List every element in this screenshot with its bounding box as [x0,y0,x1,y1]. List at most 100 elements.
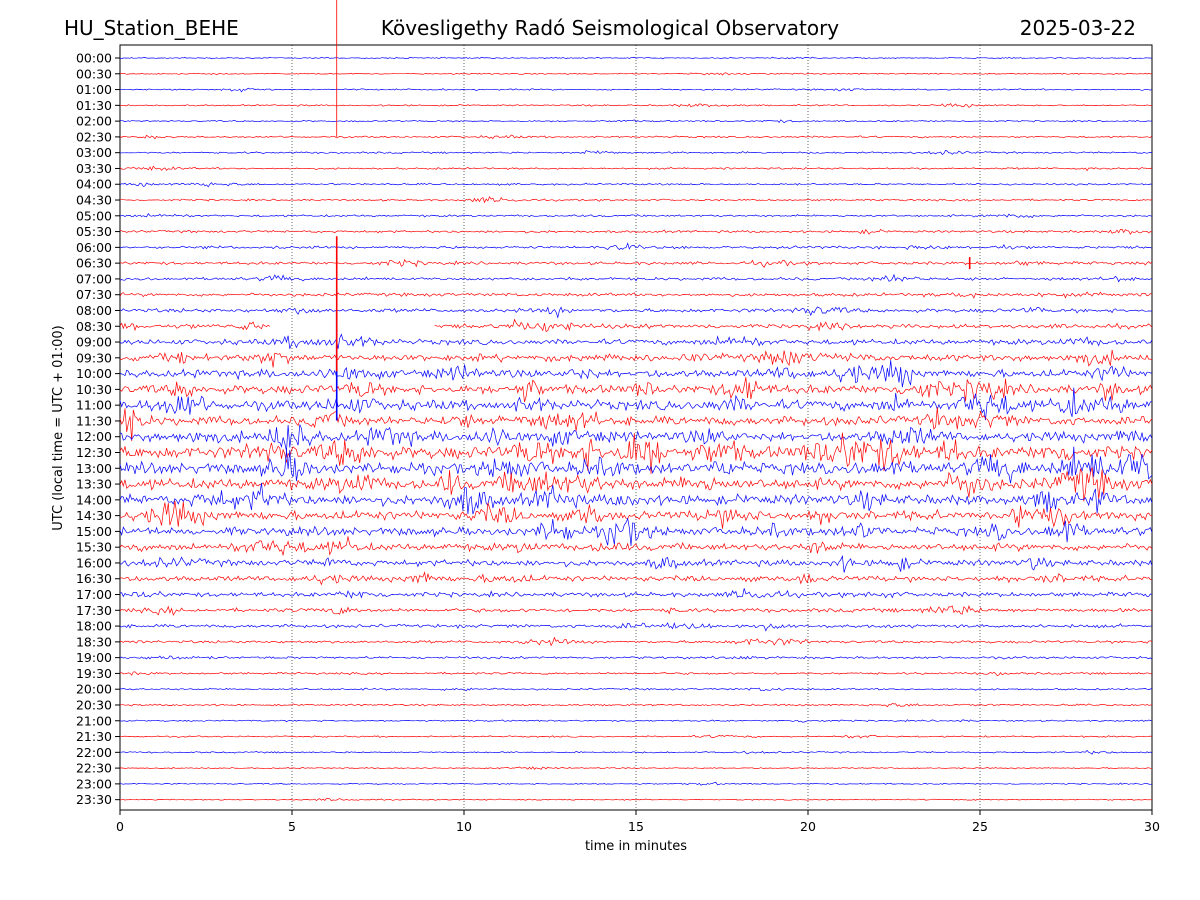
y-tick-label: 14:30 [76,508,112,523]
trace-row-2030 [119,702,1153,708]
y-tick-label: 02:30 [76,129,112,144]
y-tick-label: 18:00 [76,619,112,634]
y-tick-label: 10:00 [76,366,112,381]
y-tick-label: 05:00 [76,208,112,223]
station-name: HU_Station_BEHE [64,16,239,40]
y-tick-label: 23:00 [76,776,112,791]
y-tick-label: 13:30 [76,477,112,492]
trace-row-0100 [119,87,1153,93]
trace-row-0030 [119,72,1153,76]
trace-row-0000 [119,56,1153,60]
trace-row-1230 [119,432,1153,474]
y-tick-label: 06:00 [76,240,112,255]
y-tick-label: 09:00 [76,335,112,350]
trace-row-0130 [119,103,1153,108]
trace-row-1600 [119,554,1153,573]
y-tick-label: 15:30 [76,540,112,555]
y-tick-label: 16:30 [76,571,112,586]
trace-row-0330 [119,165,1153,172]
trace-row-1900 [119,655,1153,660]
trace-row-1630 [119,571,1153,586]
trace-row-1300 [119,446,1153,484]
x-tick-label: 5 [288,819,296,834]
trace-row-1330 [119,467,1153,502]
y-tick-label: 03:00 [76,145,112,160]
grid-lines [291,45,981,810]
trace-row-0300 [119,149,1153,155]
y-tick-label: 11:00 [76,398,112,413]
y-tick-label: 08:30 [76,319,112,334]
x-tick-label: 15 [628,819,644,834]
y-tick-label: 18:30 [76,634,112,649]
trace-row-0430 [120,196,1153,204]
trace-row-2200 [119,749,1153,755]
chart-date: 2025-03-22 [1019,16,1136,40]
trace-row-1800 [119,622,1153,632]
y-tick-label: 12:00 [76,429,112,444]
trace-row-1830 [119,636,1153,647]
trace-row-2300 [119,782,1153,786]
trace-row-1000 [119,360,1153,388]
trace-row-0230 [119,134,1153,140]
y-tick-label: 03:30 [76,161,112,176]
trace-row-0500 [119,212,1153,219]
y-tick-label: 04:30 [76,193,112,208]
trace-row-2130 [119,734,1153,739]
y-tick-label: 01:00 [76,82,112,97]
y-tick-label: 21:00 [76,713,112,728]
trace-row-0400 [119,182,1153,188]
y-tick-label: 11:30 [76,413,112,428]
trace-row-0930 [119,349,1153,368]
trace-row-2330 [119,798,1153,802]
y-tick-label: 10:30 [76,382,112,397]
y-tick-label: 15:00 [76,524,112,539]
trace-row-0200 [119,119,1153,124]
trace-row-0730 [119,291,1153,299]
x-axis-tick-labels: 0 5 10 15 20 25 30 [116,810,1160,834]
y-tick-label: 19:30 [76,666,112,681]
trace-row-1930 [119,671,1153,677]
trace-row-1400 [119,482,1153,515]
trace-row-1430 [119,500,1153,529]
y-tick-label: 07:30 [76,287,112,302]
y-tick-label: 16:00 [76,555,112,570]
y-tick-label: 02:00 [76,114,112,129]
y-tick-label: 00:00 [76,51,112,66]
y-tick-label: 14:00 [76,492,112,507]
y-axis-label: UTC (local time = UTC + 01:00) [51,325,66,530]
y-tick-label: 22:30 [76,761,112,776]
trace-row-0700 [119,273,1153,283]
y-tick-label: 05:30 [76,224,112,239]
trace-row-2000 [120,687,1153,692]
trace-row-2100 [119,719,1153,723]
y-tick-label: 17:00 [76,587,112,602]
y-tick-label: 00:30 [76,66,112,81]
trace-row-0530 [119,228,1153,236]
trace-row-0830 [119,318,1153,333]
y-axis-tick-labels: 00:0000:3001:0001:3002:0002:3003:0003:30… [76,51,120,807]
trace-row-0900 [119,333,1153,349]
y-tick-label: 17:30 [76,603,112,618]
trace-row-0630 [119,258,1153,268]
y-tick-label: 22:00 [76,745,112,760]
y-tick-label: 23:30 [76,792,112,807]
observatory-title: Kövesligethy Radó Seismological Observat… [380,16,840,40]
x-tick-label: 10 [456,819,472,834]
y-tick-label: 13:00 [76,461,112,476]
trace-row-2230 [119,766,1152,770]
y-tick-label: 07:00 [76,271,112,286]
y-tick-label: 20:00 [76,682,112,697]
y-tick-label: 08:00 [76,303,112,318]
x-axis-label: time in minutes [585,839,687,854]
y-tick-label: 06:30 [76,256,112,271]
trace-row-0800 [119,306,1153,319]
y-tick-label: 01:30 [76,98,112,113]
y-tick-label: 09:30 [76,350,112,365]
trace-row-1130 [119,407,1153,442]
x-tick-label: 0 [116,819,124,834]
trace-row-0600 [119,242,1153,251]
y-tick-label: 20:30 [76,697,112,712]
x-tick-label: 30 [1144,819,1160,834]
x-tick-label: 20 [800,819,816,834]
